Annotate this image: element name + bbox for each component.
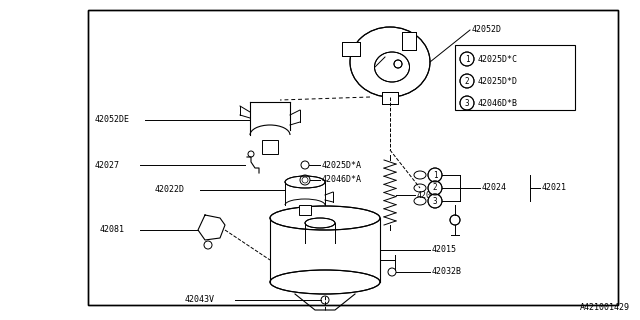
Ellipse shape — [414, 197, 426, 205]
Bar — [455, 45, 575, 110]
Text: 42027: 42027 — [95, 161, 120, 170]
Circle shape — [460, 74, 474, 88]
Text: 42025D*A: 42025D*A — [322, 161, 362, 170]
Bar — [382, 92, 398, 104]
Ellipse shape — [270, 270, 380, 294]
Bar — [402, 32, 416, 50]
Ellipse shape — [270, 206, 380, 230]
Text: A421001429: A421001429 — [580, 303, 630, 312]
Text: 42043V: 42043V — [185, 295, 215, 305]
Text: 42024: 42024 — [482, 183, 507, 193]
Text: 42025D*D: 42025D*D — [478, 76, 518, 85]
Text: 1: 1 — [465, 54, 469, 63]
Text: 3: 3 — [433, 196, 437, 205]
Text: 42052D: 42052D — [472, 26, 502, 35]
Ellipse shape — [374, 52, 410, 82]
Bar — [382, 92, 398, 104]
Circle shape — [450, 215, 460, 225]
Text: 1: 1 — [433, 171, 437, 180]
Ellipse shape — [350, 27, 430, 97]
Circle shape — [428, 181, 442, 195]
Text: 42022D: 42022D — [155, 186, 185, 195]
Text: 2: 2 — [465, 76, 469, 85]
Text: 42047: 42047 — [417, 190, 442, 199]
Text: 42046D*A: 42046D*A — [322, 175, 362, 185]
Circle shape — [460, 52, 474, 66]
Bar — [402, 32, 416, 50]
Text: 3: 3 — [465, 99, 469, 108]
Ellipse shape — [414, 184, 426, 192]
Text: 42015: 42015 — [432, 245, 457, 254]
Circle shape — [428, 194, 442, 208]
Bar — [342, 42, 360, 56]
Bar — [262, 140, 278, 154]
Text: 42032B: 42032B — [432, 268, 462, 276]
Text: 42052DE: 42052DE — [95, 116, 130, 124]
Circle shape — [428, 168, 442, 182]
Text: 42081: 42081 — [100, 226, 125, 235]
Text: 42025D*C: 42025D*C — [478, 54, 518, 63]
Text: 2: 2 — [433, 183, 437, 193]
Circle shape — [394, 60, 402, 68]
Circle shape — [460, 96, 474, 110]
Text: 42046D*B: 42046D*B — [478, 99, 518, 108]
Bar — [299, 205, 311, 215]
Bar — [88, 10, 618, 305]
Ellipse shape — [305, 218, 335, 228]
Bar — [88, 10, 618, 305]
Bar — [342, 42, 360, 56]
Text: 42021: 42021 — [542, 183, 567, 193]
Ellipse shape — [285, 176, 325, 188]
Ellipse shape — [414, 171, 426, 179]
